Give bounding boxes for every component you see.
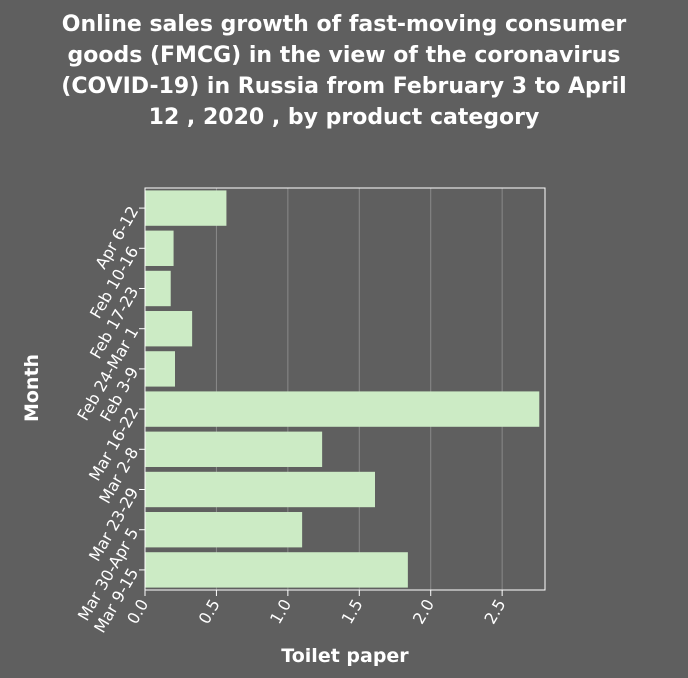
x-tick-label: 0.0 <box>123 596 152 628</box>
x-axis-label: Toilet paper <box>281 645 409 667</box>
bar-feb-17-23 <box>145 270 171 307</box>
chart-title: Online sales growth of fast-moving consu… <box>61 12 626 130</box>
chart-title-line: (COVID-19) in Russia from February 3 to … <box>61 74 626 99</box>
x-tick-label: 1.0 <box>266 596 295 628</box>
bar-mar-30-apr-5 <box>145 512 303 548</box>
x-tick-label: 0.5 <box>195 596 224 628</box>
plot-border <box>144 187 546 591</box>
x-tick-label: 2.0 <box>409 596 438 628</box>
bar-mar-9-15 <box>145 552 408 588</box>
chart-title-line: 12 , 2020 , by product category <box>149 105 540 130</box>
bar-apr-6-12 <box>145 190 227 226</box>
bar-mar-23-29 <box>145 471 375 508</box>
chart-title-line: Online sales growth of fast-moving consu… <box>62 12 627 37</box>
x-axis: 0.0 0.5 1.0 1.5 2.0 2.5 <box>123 590 510 628</box>
bar-mar-2-8 <box>145 431 323 467</box>
x-tick-label: 2.5 <box>480 596 509 628</box>
y-axis-label: Month <box>21 354 43 422</box>
bars <box>145 190 540 588</box>
bar-feb-3-9 <box>145 351 175 387</box>
bar-feb-10-16 <box>145 230 174 266</box>
chart-title-line: goods (FMCG) in the view of the coronavi… <box>68 43 621 68</box>
plot-frame <box>144 187 546 591</box>
bar-mar-16-22 <box>145 391 540 427</box>
x-tick-label: 1.5 <box>337 596 366 628</box>
bar-feb-24-mar-1 <box>145 311 193 347</box>
